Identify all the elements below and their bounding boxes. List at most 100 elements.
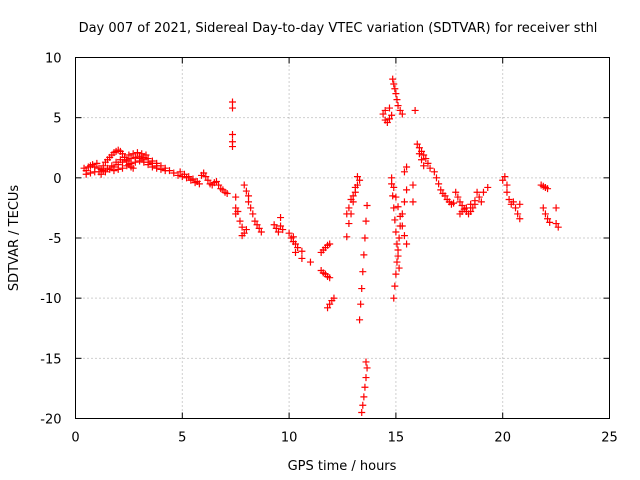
x-tick-label: 20 [494, 431, 511, 446]
data-point [133, 149, 141, 157]
data-point [514, 210, 522, 218]
data-point [249, 210, 257, 218]
data-point [403, 186, 411, 194]
data-point [324, 304, 332, 312]
data-point [544, 185, 552, 193]
x-tick-label: 0 [71, 431, 79, 446]
data-point [396, 212, 404, 220]
data-point [106, 165, 114, 173]
data-point [395, 234, 403, 242]
data-point [415, 150, 423, 158]
data-point [357, 300, 365, 308]
data-point [153, 159, 161, 167]
data-point [245, 192, 253, 200]
data-point [204, 176, 212, 184]
data-point [253, 221, 261, 229]
data-point [509, 198, 517, 206]
data-point [361, 234, 369, 242]
data-point [129, 150, 137, 158]
data-point [345, 220, 353, 228]
data-point [118, 164, 126, 172]
data-point [477, 198, 485, 206]
data-point [234, 208, 242, 216]
data-point [125, 151, 133, 159]
data-point [467, 200, 475, 208]
data-point [432, 174, 440, 182]
data-point [298, 247, 306, 255]
data-point [420, 162, 428, 170]
data-point [238, 223, 246, 231]
data-point [294, 244, 302, 252]
data-point [215, 181, 223, 189]
data-point [479, 188, 487, 196]
data-point [93, 159, 101, 167]
data-point [392, 193, 400, 201]
data-point [359, 401, 367, 409]
data-point [484, 183, 492, 191]
data-point [343, 210, 351, 218]
data-point [343, 233, 351, 241]
data-point [123, 156, 131, 164]
data-point [202, 173, 210, 181]
data-point [539, 204, 547, 212]
data-point [144, 161, 152, 169]
data-point [501, 173, 509, 181]
y-tick-label: 10 [45, 52, 62, 67]
data-point [362, 217, 370, 225]
data-point [400, 232, 408, 240]
data-point [541, 210, 549, 218]
data-point [394, 203, 402, 211]
data-point [389, 75, 397, 83]
y-tick-label: -20 [40, 413, 61, 428]
data-point [392, 228, 400, 236]
y-tick-label: -10 [40, 292, 61, 307]
data-point [409, 198, 417, 206]
grid [75, 57, 610, 419]
data-point [176, 168, 184, 176]
data-point [393, 240, 401, 248]
data-point [232, 193, 240, 201]
data-point [394, 102, 402, 110]
data-point [228, 104, 236, 112]
data-point [360, 393, 368, 401]
data-point [390, 80, 398, 88]
data-point [363, 202, 371, 210]
y-axis-label: SDTVAR / TECUs [7, 185, 22, 292]
data-point [467, 208, 475, 216]
data-point [157, 162, 165, 170]
data-point [359, 268, 367, 276]
data-point [395, 264, 403, 272]
data-point [437, 186, 445, 194]
data-point [272, 224, 280, 232]
data-point [450, 199, 458, 207]
data-point [413, 140, 421, 148]
data-point [394, 252, 402, 260]
x-tick-label: 5 [178, 431, 186, 446]
axis-ticks: 0 5 10 15 20 25 -20 -15 -10 -5 0 5 10 [40, 52, 618, 446]
data-point [415, 144, 423, 152]
data-point [251, 217, 259, 225]
data-point [148, 157, 156, 165]
data-point [277, 222, 285, 230]
y-tick-label: 0 [53, 172, 61, 187]
data-point [353, 173, 361, 181]
data-point [361, 383, 369, 391]
data-point [400, 168, 408, 176]
data-point [245, 198, 253, 206]
data-point [292, 248, 300, 256]
data-point [398, 222, 406, 230]
data-point [118, 158, 126, 166]
data-point [389, 192, 397, 200]
data-point [462, 204, 470, 212]
data-point [292, 240, 300, 248]
data-point [326, 274, 334, 282]
data-point [228, 143, 236, 151]
data-point [503, 188, 511, 196]
data-point [456, 198, 464, 206]
data-point [223, 189, 231, 197]
data-point [274, 228, 282, 236]
data-point [242, 226, 250, 234]
data-point [289, 233, 297, 241]
data-point [471, 197, 479, 205]
data-point [388, 111, 396, 119]
